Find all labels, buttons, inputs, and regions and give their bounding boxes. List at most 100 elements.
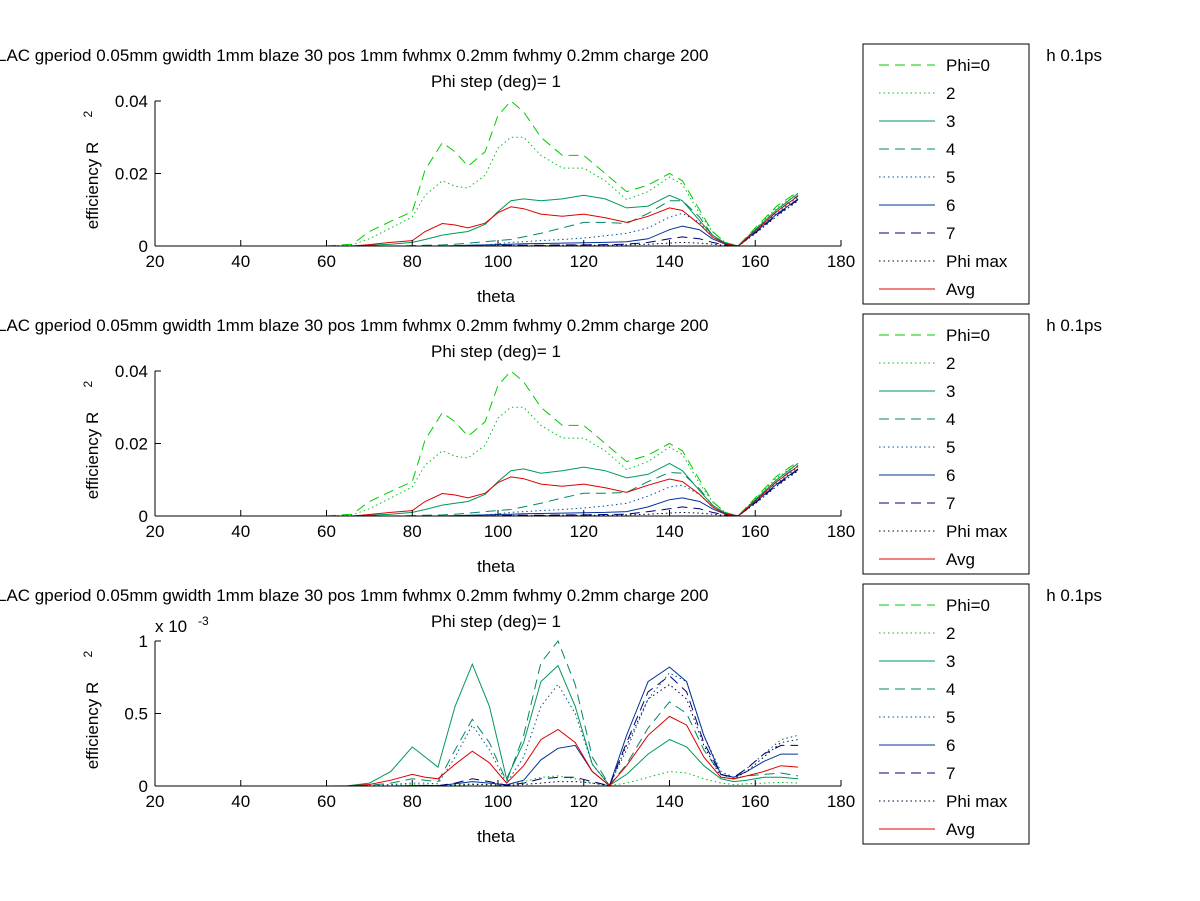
- x-tick-label: 160: [741, 522, 769, 541]
- series-line: [197, 469, 799, 517]
- x-tick-label: 20: [146, 252, 165, 271]
- y-axis-label-superscript: 2: [81, 651, 95, 658]
- x-tick-label: 80: [403, 792, 422, 811]
- legend-item: 6: [879, 196, 955, 215]
- y-tick-label: 0.5: [124, 705, 148, 724]
- x-tick-label: 140: [655, 252, 683, 271]
- legend-label: 4: [946, 410, 955, 429]
- legend-label: 5: [946, 168, 955, 187]
- series-line: [197, 194, 799, 247]
- legend-label: 3: [946, 382, 955, 401]
- legend-item: 7: [879, 764, 955, 783]
- series-line: [197, 683, 799, 787]
- legend-item: 5: [879, 168, 955, 187]
- legend-label: 4: [946, 140, 955, 159]
- legend-item: Phi max: [879, 252, 1008, 271]
- legend-item: Avg: [879, 550, 975, 569]
- series-line: [197, 640, 799, 787]
- legend-item: 2: [879, 354, 955, 373]
- series-line: [197, 370, 799, 517]
- legend-item: 7: [879, 224, 955, 243]
- legend-label: Phi=0: [946, 56, 990, 75]
- legend-label: 6: [946, 196, 955, 215]
- legend-item: 4: [879, 680, 955, 699]
- legend-label: Avg: [946, 820, 975, 839]
- legend-item: 3: [879, 382, 955, 401]
- legend-item: 6: [879, 736, 955, 755]
- x-tick-label: 80: [403, 522, 422, 541]
- legend-item: 4: [879, 140, 955, 159]
- legend-label: Phi=0: [946, 326, 990, 345]
- legend-label: 2: [946, 624, 955, 643]
- y-tick-label: 0: [139, 777, 148, 796]
- legend-label: 5: [946, 708, 955, 727]
- series-line: [197, 715, 799, 787]
- series-line: [197, 465, 799, 517]
- y-axis-label-superscript: 2: [81, 381, 95, 388]
- chart-title: LAC gperiod 0.05mm gwidth 1mm blaze 30 p…: [0, 46, 708, 65]
- x-tick-label: 120: [570, 792, 598, 811]
- legend-item: 2: [879, 84, 955, 103]
- legend-item: Avg: [879, 820, 975, 839]
- x-tick-label: 120: [570, 252, 598, 271]
- y-axis-label-main: efficiency R: [83, 412, 102, 500]
- legend-item: Phi max: [879, 522, 1008, 541]
- legend-label: 5: [946, 438, 955, 457]
- x-tick-label: 60: [317, 252, 336, 271]
- x-tick-label: 60: [317, 792, 336, 811]
- x-tick-label: 40: [231, 792, 250, 811]
- x-tick-label: 160: [741, 252, 769, 271]
- x-tick-label: 140: [655, 522, 683, 541]
- legend: Phi=0 2 3 4 5 6 7 Phi max Avg: [862, 583, 1030, 845]
- series-lines: [197, 640, 799, 787]
- chart-subtitle: Phi step (deg)= 1: [431, 612, 561, 631]
- chart-panel-1: 20 40 60 80 100 120 140 160 180 0 0.02 0.04 theta eff…: [0, 43, 1102, 306]
- chart-panel-2: 20 40 60 80 100 120 140 160 180 0 0.02 0.04 theta eff…: [0, 313, 1102, 576]
- legend-item: 5: [879, 438, 955, 457]
- series-line: [197, 136, 799, 247]
- x-tick-label: 40: [231, 522, 250, 541]
- legend-label: Phi=0: [946, 596, 990, 615]
- legend-label: 3: [946, 652, 955, 671]
- legend-label: 7: [946, 224, 955, 243]
- legend-label: 6: [946, 466, 955, 485]
- y-tick-label: 0.02: [115, 435, 148, 454]
- y-axis-label: efficiency R 2: [81, 651, 102, 770]
- chart-subtitle: Phi step (deg)= 1: [431, 72, 561, 91]
- chart-subtitle: Phi step (deg)= 1: [431, 342, 561, 361]
- legend: Phi=0 2 3 4 5 6 7 Phi max Avg: [862, 43, 1030, 305]
- x-tick-label: 180: [827, 522, 855, 541]
- x-tick-label: 180: [827, 792, 855, 811]
- chart-title: LAC gperiod 0.05mm gwidth 1mm blaze 30 p…: [0, 316, 708, 335]
- legend-label: 2: [946, 354, 955, 373]
- y-tick-label: 0: [139, 507, 148, 526]
- legend: Phi=0 2 3 4 5 6 7 Phi max Avg: [862, 313, 1030, 575]
- series-line: [197, 675, 799, 787]
- series-line: [197, 666, 799, 787]
- x-tick-label: 180: [827, 252, 855, 271]
- legend-item: 6: [879, 466, 955, 485]
- y-tick-label: 0.02: [115, 165, 148, 184]
- series-line: [197, 195, 799, 247]
- chart-title-tail: h 0.1ps: [1046, 586, 1102, 605]
- series-line: [197, 466, 799, 517]
- legend-item: Phi=0: [879, 326, 990, 345]
- x-tick-label: 100: [484, 252, 512, 271]
- legend-item: 3: [879, 652, 955, 671]
- y-axis-label: efficiency R 2: [81, 111, 102, 230]
- chart-panel-3: 20 40 60 80 100 120 140 160 180 0 0.5 1 x 10 -3 theta e…: [0, 583, 1102, 846]
- legend-item: 3: [879, 112, 955, 131]
- series-line: [197, 464, 799, 517]
- series-line: [197, 462, 799, 517]
- legend-box: [862, 583, 1030, 845]
- x-axis-label: theta: [477, 557, 515, 576]
- chart-title: LAC gperiod 0.05mm gwidth 1mm blaze 30 p…: [0, 586, 708, 605]
- legend-label: 7: [946, 764, 955, 783]
- series-line: [197, 199, 799, 247]
- y-tick-label: 0: [139, 237, 148, 256]
- legend-item: Avg: [879, 280, 975, 299]
- series-line: [197, 770, 799, 787]
- series-line: [197, 662, 799, 787]
- y-axis-label-superscript: 2: [81, 111, 95, 118]
- x-tick-label: 100: [484, 792, 512, 811]
